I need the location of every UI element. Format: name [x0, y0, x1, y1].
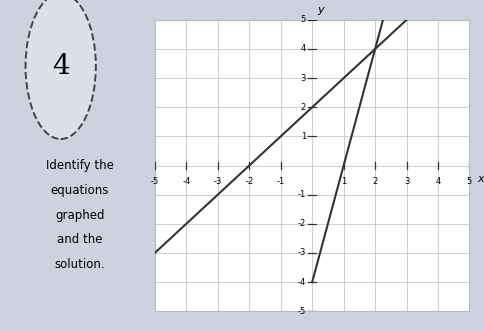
- Text: and the: and the: [57, 233, 103, 247]
- Text: equations: equations: [51, 184, 109, 197]
- Text: 2: 2: [301, 103, 306, 112]
- Text: 2: 2: [373, 176, 378, 186]
- Text: 4: 4: [436, 176, 440, 186]
- Text: -4: -4: [298, 277, 306, 287]
- Text: -5: -5: [151, 176, 159, 186]
- Text: -1: -1: [276, 176, 285, 186]
- Text: solution.: solution.: [55, 258, 105, 271]
- Text: -2: -2: [245, 176, 254, 186]
- Text: 1: 1: [341, 176, 346, 186]
- Text: -3: -3: [298, 248, 306, 258]
- Text: -4: -4: [182, 176, 191, 186]
- Text: y: y: [318, 5, 324, 15]
- Text: 1: 1: [301, 132, 306, 141]
- Text: -1: -1: [298, 190, 306, 199]
- Text: graphed: graphed: [55, 209, 105, 222]
- Text: 4: 4: [52, 53, 70, 80]
- Text: -5: -5: [298, 307, 306, 316]
- Text: -2: -2: [298, 219, 306, 228]
- Text: 4: 4: [301, 44, 306, 54]
- Text: 5: 5: [467, 176, 472, 186]
- Text: x: x: [477, 173, 484, 184]
- Text: 5: 5: [301, 15, 306, 24]
- Text: 3: 3: [301, 73, 306, 83]
- Text: Identify the: Identify the: [46, 159, 114, 172]
- Text: -3: -3: [213, 176, 222, 186]
- Text: 3: 3: [404, 176, 409, 186]
- Circle shape: [26, 0, 96, 139]
